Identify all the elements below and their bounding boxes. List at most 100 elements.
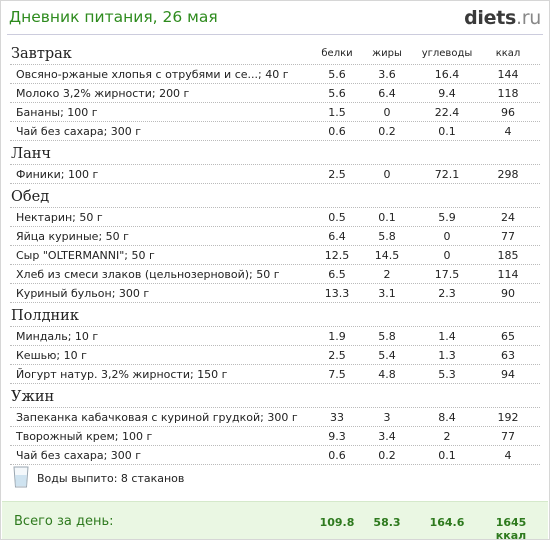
food-fat: 0 <box>383 106 391 119</box>
food-protein: 6.5 <box>328 268 346 281</box>
food-carbs: 5.9 <box>438 211 456 224</box>
food-row[interactable]: Йогурт натур. 3,2% жирности; 150 г 7.5 4.8… <box>10 365 540 384</box>
food-row[interactable]: Чай без сахара; 300 г 0.6 0.2 0.1 4 <box>10 122 540 141</box>
water-glass-icon <box>13 466 29 488</box>
food-name: Запеканка кабачковая с куриной грудкой; … <box>16 411 298 424</box>
food-row[interactable]: Миндаль; 10 г 1.9 5.8 1.4 65 <box>10 327 540 346</box>
meal-title: Ланч <box>11 146 51 162</box>
food-fat: 14.5 <box>374 249 400 262</box>
food-row[interactable]: Бананы; 100 г 1.5 0 22.4 96 <box>10 103 540 122</box>
food-row[interactable]: Кешью; 10 г 2.5 5.4 1.3 63 <box>10 346 540 365</box>
meal-section: Полдник Миндаль; 10 г 1.9 5.8 1.4 65 Кешью; 10… <box>10 303 540 384</box>
water-label: Воды выпито: 8 стаканов <box>37 472 185 485</box>
food-carbs: 72.1 <box>434 168 460 181</box>
water-intake: Воды выпито: 8 стаканов <box>11 465 411 493</box>
meal-header-row: Ужин <box>10 384 540 408</box>
daily-total-bar: Всего за день: 109.8 58.3 164.6 1645 кка… <box>2 501 548 540</box>
total-label: Всего за день: <box>14 514 114 529</box>
food-row[interactable]: Куриный бульон; 300 г 13.3 3.1 2.3 90 <box>10 284 540 303</box>
site-logo[interactable]: diets.ru <box>464 7 541 29</box>
meals-table: Завтрак белки жиры углеводы ккал Овсяно-ржаны… <box>10 41 540 465</box>
food-protein: 12.5 <box>324 249 350 262</box>
food-name: Чай без сахара; 300 г <box>16 125 142 138</box>
food-protein: 2.5 <box>328 349 346 362</box>
food-fat: 0.2 <box>378 449 396 462</box>
food-kcal: 63 <box>501 349 515 362</box>
food-carbs: 0 <box>443 249 451 262</box>
food-fat: 0.2 <box>378 125 396 138</box>
food-row[interactable]: Творожный крем; 100 г 9.3 3.4 2 77 <box>10 427 540 446</box>
food-row[interactable]: Молоко 3,2% жирности; 200 г 5.6 6.4 9.4 118 <box>10 84 540 103</box>
logo-main: diets <box>464 7 516 29</box>
food-name: Миндаль; 10 г <box>16 330 99 343</box>
food-carbs: 1.4 <box>438 330 456 343</box>
meal-section: Ужин Запеканка кабачковая с куриной грудк… <box>10 384 540 465</box>
food-protein: 0.5 <box>328 211 346 224</box>
food-kcal: 118 <box>497 87 519 100</box>
food-carbs: 22.4 <box>434 106 460 119</box>
food-name: Нектарин; 50 г <box>16 211 103 224</box>
food-protein: 6.4 <box>328 230 346 243</box>
food-kcal: 77 <box>501 430 515 443</box>
meal-header-row: Завтрак белки жиры углеводы ккал <box>10 41 540 65</box>
food-protein: 2.5 <box>328 168 346 181</box>
food-protein: 5.6 <box>328 68 346 81</box>
food-fat: 3 <box>383 411 391 424</box>
food-name: Финики; 100 г <box>16 168 99 181</box>
food-carbs: 8.4 <box>438 411 456 424</box>
column-header-protein: белки <box>321 48 353 59</box>
meal-header-row: Ланч <box>10 141 540 165</box>
food-name: Овсяно-ржаные хлопья с отрубями и се...;… <box>16 68 289 81</box>
logo-suffix: .ru <box>516 7 541 29</box>
food-name: Хлеб из смеси злаков (цельнозерновой); 5… <box>16 268 280 281</box>
food-protein: 1.5 <box>328 106 346 119</box>
food-kcal: 65 <box>501 330 515 343</box>
food-row[interactable]: Запеканка кабачковая с куриной грудкой; … <box>10 408 540 427</box>
food-fat: 0.1 <box>378 211 396 224</box>
food-fat: 6.4 <box>378 87 396 100</box>
column-header-fat: жиры <box>372 48 402 59</box>
food-fat: 3.4 <box>378 430 396 443</box>
meal-title: Завтрак <box>11 46 72 62</box>
food-carbs: 2 <box>443 430 451 443</box>
food-kcal: 298 <box>497 168 519 181</box>
food-name: Молоко 3,2% жирности; 200 г <box>16 87 190 100</box>
food-row[interactable]: Сыр "OLTERMANNI"; 50 г 12.5 14.5 0 185 <box>10 246 540 265</box>
food-carbs: 2.3 <box>438 287 456 300</box>
food-name: Кешью; 10 г <box>16 349 87 362</box>
food-fat: 0 <box>383 168 391 181</box>
food-protein: 13.3 <box>324 287 350 300</box>
meal-header-row: Обед <box>10 184 540 208</box>
food-row[interactable]: Хлеб из смеси злаков (цельнозерновой); 5… <box>10 265 540 284</box>
food-protein: 5.6 <box>328 87 346 100</box>
food-kcal: 192 <box>497 411 519 424</box>
food-carbs: 0.1 <box>438 449 456 462</box>
header: Дневник питания, 26 мая diets.ru <box>9 7 543 29</box>
food-kcal: 144 <box>497 68 519 81</box>
food-row[interactable]: Финики; 100 г 2.5 0 72.1 298 <box>10 165 540 184</box>
food-row[interactable]: Овсяно-ржаные хлопья с отрубями и се...;… <box>10 65 540 84</box>
food-carbs: 0.1 <box>438 125 456 138</box>
food-protein: 7.5 <box>328 368 346 381</box>
food-name: Яйца куриные; 50 г <box>16 230 129 243</box>
total-protein: 109.8 <box>319 516 355 529</box>
food-row[interactable]: Чай без сахара; 300 г 0.6 0.2 0.1 4 <box>10 446 540 465</box>
food-fat: 4.8 <box>378 368 396 381</box>
page-title: Дневник питания, 26 мая <box>9 8 218 26</box>
food-carbs: 0 <box>443 230 451 243</box>
food-row[interactable]: Яйца куриные; 50 г 6.4 5.8 0 77 <box>10 227 540 246</box>
food-kcal: 96 <box>501 106 515 119</box>
food-row[interactable]: Нектарин; 50 г 0.5 0.1 5.9 24 <box>10 208 540 227</box>
food-protein: 33 <box>330 411 344 424</box>
food-fat: 3.1 <box>378 287 396 300</box>
food-kcal: 4 <box>504 125 512 138</box>
food-kcal: 4 <box>504 449 512 462</box>
food-fat: 5.8 <box>378 230 396 243</box>
food-fat: 2 <box>383 268 391 281</box>
total-kcal: 1645 ккал <box>495 516 527 540</box>
food-carbs: 1.3 <box>438 349 456 362</box>
meal-title: Полдник <box>11 308 79 324</box>
food-name: Творожный крем; 100 г <box>16 430 153 443</box>
food-kcal: 94 <box>501 368 515 381</box>
